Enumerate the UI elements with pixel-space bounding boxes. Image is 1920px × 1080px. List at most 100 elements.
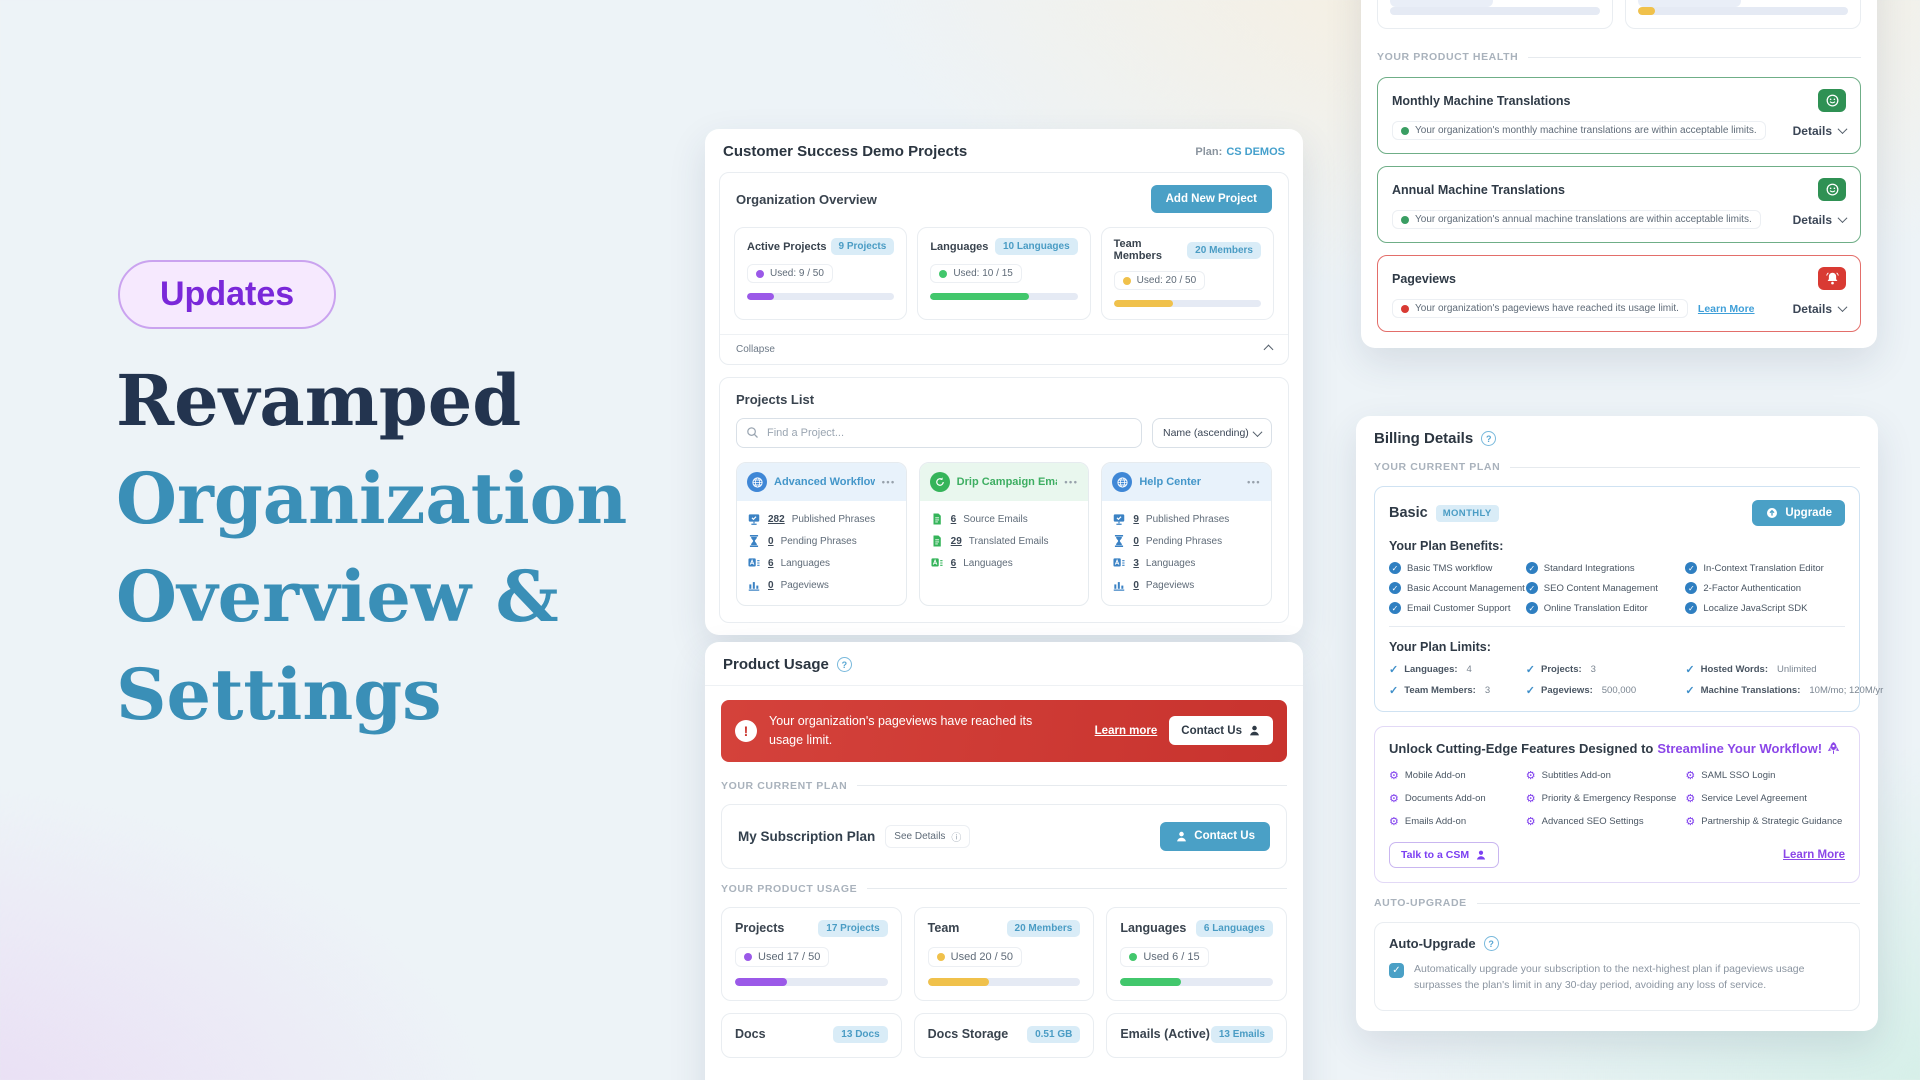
check-icon: ✓ xyxy=(1685,685,1695,697)
upsell-title: Unlock Cutting-Edge Features Designed to… xyxy=(1389,741,1845,756)
usage-chip: Used: 20 / 50 xyxy=(1113,271,1206,290)
stat-badge: 20 Members xyxy=(1187,241,1261,259)
chevron-up-icon xyxy=(1263,344,1274,355)
page-title: Revamped Organization Overview & Setting… xyxy=(116,352,627,744)
stat-badge: 10 Languages xyxy=(994,238,1078,255)
project-menu-icon[interactable]: ••• xyxy=(1247,477,1262,487)
languages-icon xyxy=(930,556,944,570)
help-icon[interactable]: ? xyxy=(836,657,852,672)
usage-card-emails-active: Emails (Active) 13 Emails xyxy=(1106,1012,1287,1058)
stat-badge: 9 Projects xyxy=(830,238,895,255)
alert-learn-more-link[interactable]: Learn more xyxy=(1094,724,1158,737)
auto-upgrade-section-label: AUTO-UPGRADE xyxy=(1374,897,1860,909)
stat-card-active-projects: Active Projects 9 Projects Used: 9 / 50 xyxy=(734,227,908,320)
person-icon xyxy=(1475,849,1487,861)
person-icon xyxy=(1175,830,1188,843)
subscription-plan-row: My Subscription Plan See Details ⓘ Conta… xyxy=(721,803,1287,869)
alert-contact-us-button[interactable]: Contact Us xyxy=(1169,716,1273,746)
contact-us-button[interactable]: Contact Us xyxy=(1160,821,1270,851)
usage-chip: Used: 9 / 50 xyxy=(747,264,833,283)
project-menu-icon[interactable]: ••• xyxy=(1064,477,1079,487)
sort-dropdown[interactable]: Name (ascending) xyxy=(1152,418,1272,448)
alert-text: Your organization's pageviews have reach… xyxy=(769,714,1033,747)
product-health-section-label: YOUR PRODUCT HEALTH xyxy=(1377,51,1861,63)
project-menu-icon[interactable]: ••• xyxy=(881,477,896,487)
stat-card-team-members: Team Members 20 Members Used: 20 / 50 xyxy=(1100,227,1274,320)
usage-card-projects: Projects 17 Projects Used 17 / 50 xyxy=(721,906,902,1001)
clipped-usage-cards xyxy=(1361,0,1877,29)
progress-track xyxy=(1113,300,1261,307)
check-circle-icon: ✓ xyxy=(1525,582,1538,594)
details-toggle[interactable]: Details xyxy=(1793,124,1848,138)
globe-icon xyxy=(1112,472,1133,492)
translated-emails-icon xyxy=(930,534,944,548)
current-plan-panel: Basic MONTHLY Upgrade Your Plan Benefits… xyxy=(1374,486,1883,712)
add-new-project-button[interactable]: Add New Project xyxy=(1150,185,1272,213)
plan-link[interactable]: CS DEMOS xyxy=(1226,145,1285,158)
product-usage-title: Product Usage xyxy=(723,656,829,673)
published-phrases-icon xyxy=(1112,512,1126,526)
collapse-toggle[interactable]: Collapse xyxy=(720,334,1288,364)
smiley-icon xyxy=(1818,89,1846,112)
usage-dot xyxy=(756,269,764,278)
chevron-down-icon xyxy=(1837,213,1848,224)
org-overview-window: Customer Success Demo Projects Plan: CS D… xyxy=(705,129,1303,635)
info-icon: ⓘ xyxy=(951,832,962,844)
project-name: Drip Campaign Emails xyxy=(956,476,1058,488)
learn-more-link[interactable]: Learn More xyxy=(1783,849,1845,861)
product-health-window: YOUR PRODUCT HEALTH Monthly Machine Tran… xyxy=(1361,0,1877,348)
project-name: Help Center xyxy=(1139,476,1202,488)
health-item-monthly-mt: Monthly Machine Translations Your organi… xyxy=(1377,77,1861,154)
plan-name: Basic xyxy=(1389,505,1428,521)
billing-details-window: Billing Details ? YOUR CURRENT PLAN Basi… xyxy=(1356,416,1883,1031)
gear-icon: ⚙ xyxy=(1525,770,1536,782)
gear-icon: ⚙ xyxy=(1525,793,1536,805)
product-usage-section-label: YOUR PRODUCT USAGE xyxy=(721,883,1287,895)
project-search-input[interactable] xyxy=(736,418,1142,448)
stat-name: Team Members xyxy=(1113,238,1162,262)
sort-value: Name (ascending) xyxy=(1163,427,1249,439)
collapse-label: Collapse xyxy=(736,344,775,355)
plan-benefits-title: Your Plan Benefits: xyxy=(1389,539,1504,553)
alert-exclamation-icon: ! xyxy=(735,719,757,742)
auto-upgrade-panel: Auto-Upgrade ? ✓ Automatically upgrade y… xyxy=(1374,922,1860,1011)
auto-upgrade-checkbox[interactable]: ✓ xyxy=(1389,963,1404,978)
progress-track xyxy=(747,293,895,300)
check-icon: ✓ xyxy=(1685,664,1695,676)
title-line-3: Overview & xyxy=(116,555,559,638)
clipped-stat-card xyxy=(1625,0,1861,29)
help-icon[interactable]: ? xyxy=(1481,431,1497,446)
stat-name: Active Projects xyxy=(747,240,827,253)
upgrade-button[interactable]: Upgrade xyxy=(1752,500,1845,526)
billing-details-title: Billing Details xyxy=(1374,430,1474,447)
talk-to-csm-button[interactable]: Talk to a CSM xyxy=(1389,842,1500,868)
learn-more-link[interactable]: Learn More xyxy=(1697,302,1755,315)
person-icon xyxy=(1248,724,1261,737)
check-icon: ✓ xyxy=(1389,664,1399,676)
gear-icon: ⚙ xyxy=(1685,793,1696,805)
updates-badge: Updates xyxy=(118,260,337,329)
pageviews-icon xyxy=(1112,578,1126,592)
project-card-help-center[interactable]: Help Center ••• 9 Published Phrases 0 Pend… xyxy=(1101,462,1273,606)
details-toggle[interactable]: Details xyxy=(1793,302,1848,316)
plan-cycle-badge: MONTHLY xyxy=(1435,504,1499,522)
auto-upgrade-description: Automatically upgrade your subscription … xyxy=(1414,963,1805,991)
project-name: Advanced Workflows... xyxy=(774,476,875,488)
check-icon: ✓ xyxy=(1389,685,1399,697)
see-details-button[interactable]: See Details ⓘ xyxy=(885,824,971,848)
chevron-down-icon xyxy=(1837,302,1848,313)
product-usage-window: Product Usage ? ! Your organization's pa… xyxy=(705,642,1303,1080)
pending-phrases-icon xyxy=(747,534,761,548)
check-icon: ✓ xyxy=(1525,685,1536,697)
pending-phrases-icon xyxy=(1112,534,1126,548)
help-icon[interactable]: ? xyxy=(1483,936,1499,951)
usage-card-team: Team 20 Members Used 20 / 50 xyxy=(913,906,1095,1001)
sync-icon xyxy=(929,472,950,492)
details-toggle[interactable]: Details xyxy=(1793,213,1848,227)
gear-icon: ⚙ xyxy=(1389,770,1399,782)
search-icon xyxy=(745,425,760,440)
check-circle-icon: ✓ xyxy=(1525,562,1538,574)
arrow-up-circle-icon xyxy=(1765,506,1779,520)
